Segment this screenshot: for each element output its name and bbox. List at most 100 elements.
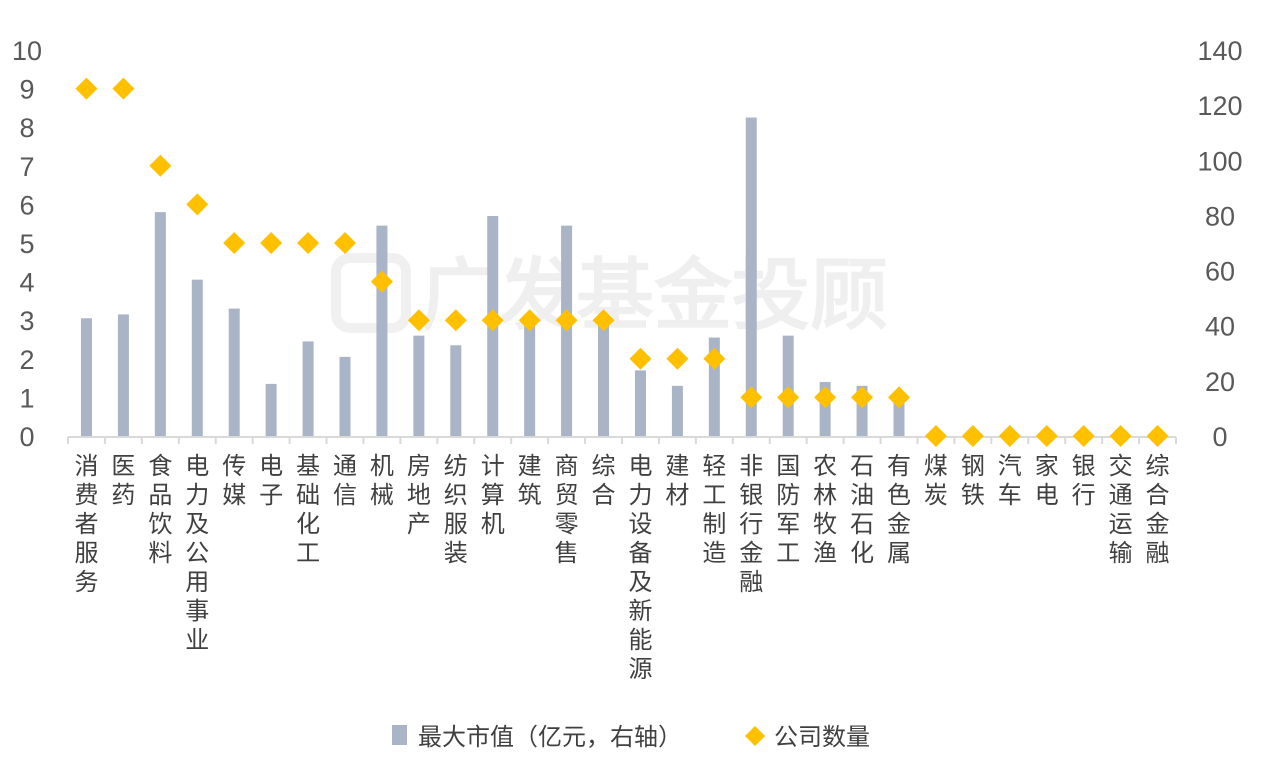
right-tick-label: 20: [1205, 367, 1235, 397]
x-axis-categories: 消费者服务医药食品饮料电力及公用事业传媒电子基础化工通信机械房地产纺织服装计算机…: [74, 452, 1169, 683]
bar: [819, 381, 831, 436]
right-tick-label: 120: [1197, 91, 1242, 121]
x-axis-ticks: [67, 437, 1177, 444]
category-label: 煤炭: [924, 452, 948, 509]
category-label: 综合: [592, 452, 616, 509]
bar: [376, 225, 388, 436]
bar: [450, 345, 462, 436]
right-tick-label: 140: [1197, 36, 1242, 66]
left-tick-label: 1: [19, 383, 34, 413]
left-tick-label: 10: [12, 36, 42, 66]
right-tick-label: 60: [1205, 257, 1235, 287]
right-tick-label: 40: [1205, 312, 1235, 342]
scatter-series: [75, 77, 1169, 447]
category-label: 综合金融: [1146, 452, 1170, 567]
scatter-point: [703, 347, 726, 370]
bar: [598, 324, 610, 436]
scatter-point: [518, 309, 541, 332]
watermark-logo: [331, 253, 411, 333]
bar: [671, 385, 683, 436]
category-label: 轻工制造: [702, 452, 726, 567]
category-label: 消费者服务: [74, 452, 98, 596]
left-axis: 0 1 2 3 4 5 6 7 8 9 10: [12, 36, 42, 452]
category-label: 电力设备及新能源: [628, 452, 652, 683]
bar: [117, 314, 129, 436]
category-label: 纺织服装: [444, 452, 468, 567]
scatter-point: [112, 77, 135, 100]
scatter-point: [814, 386, 837, 409]
category-label: 交通运输: [1109, 452, 1133, 567]
scatter-point: [75, 77, 98, 100]
category-label: 汽车: [998, 452, 1022, 509]
category-label: 石油石化: [850, 452, 874, 567]
bar: [782, 335, 794, 436]
bar: [524, 320, 536, 436]
category-label: 建筑: [518, 452, 542, 509]
bar: [413, 335, 425, 436]
category-label: 有色金属: [887, 452, 911, 567]
right-tick-label: 80: [1205, 201, 1235, 231]
bar: [191, 279, 203, 436]
scatter-point: [407, 309, 430, 332]
bar: [893, 397, 905, 436]
scatter-point: [592, 309, 615, 332]
scatter-point: [998, 425, 1021, 447]
scatter-point: [740, 386, 763, 409]
legend-diamond-swatch: [745, 726, 765, 746]
scatter-point: [297, 232, 320, 254]
scatter-point: [334, 232, 356, 254]
legend: 最大市值（亿元，右轴） 公司数量: [392, 723, 870, 751]
left-tick-label: 9: [19, 75, 34, 105]
category-label: 传媒: [222, 452, 246, 509]
left-tick-label: 0: [19, 422, 34, 452]
category-label: 家电: [1035, 452, 1059, 509]
category-label: 机械: [370, 452, 394, 509]
category-label: 计算机: [481, 452, 505, 538]
scatter-point: [370, 270, 393, 293]
category-label: 建材: [665, 452, 689, 509]
bar: [80, 318, 92, 436]
left-tick-label: 4: [19, 268, 34, 298]
scatter-point: [1035, 425, 1058, 447]
left-tick-label: 2: [19, 345, 34, 375]
bar: [856, 385, 868, 436]
scatter-point: [1072, 425, 1095, 447]
legend-bar-label: 最大市值（亿元，右轴）: [418, 723, 682, 751]
bar: [228, 308, 240, 436]
scatter-point: [851, 386, 874, 409]
category-label: 电子: [259, 452, 283, 509]
scatter-point: [961, 425, 984, 447]
right-tick-label: 0: [1212, 422, 1227, 452]
scatter-point: [1109, 425, 1132, 447]
category-label: 食品饮料: [148, 452, 172, 567]
category-label: 国防军工: [776, 452, 800, 567]
right-tick-label: 100: [1197, 146, 1242, 176]
left-tick-label: 8: [19, 113, 34, 143]
category-label: 基础化工: [296, 452, 320, 567]
scatter-point: [260, 232, 283, 254]
category-label: 房地产: [407, 452, 431, 538]
scatter-point: [481, 309, 504, 332]
scatter-point: [1146, 425, 1169, 447]
scatter-point: [666, 347, 689, 370]
category-label: 医药: [111, 452, 135, 509]
scatter-point: [555, 309, 578, 332]
scatter-point: [444, 309, 467, 332]
scatter-point: [223, 232, 246, 254]
scatter-point: [629, 347, 652, 370]
scatter-point: [888, 386, 910, 409]
bar: [154, 212, 166, 436]
bar: [745, 117, 757, 437]
scatter-point: [777, 386, 800, 409]
left-tick-label: 7: [19, 152, 34, 182]
left-tick-label: 3: [19, 306, 34, 336]
bar: [265, 383, 277, 436]
category-label: 通信: [333, 452, 357, 509]
scatter-point: [149, 154, 172, 177]
right-axis: 0 20 40 60 80 100 120 140: [1197, 36, 1242, 452]
legend-bar-swatch: [392, 725, 407, 745]
left-tick-label: 5: [19, 229, 34, 259]
bar: [339, 356, 351, 436]
category-label: 电力及公用事业: [185, 452, 209, 654]
